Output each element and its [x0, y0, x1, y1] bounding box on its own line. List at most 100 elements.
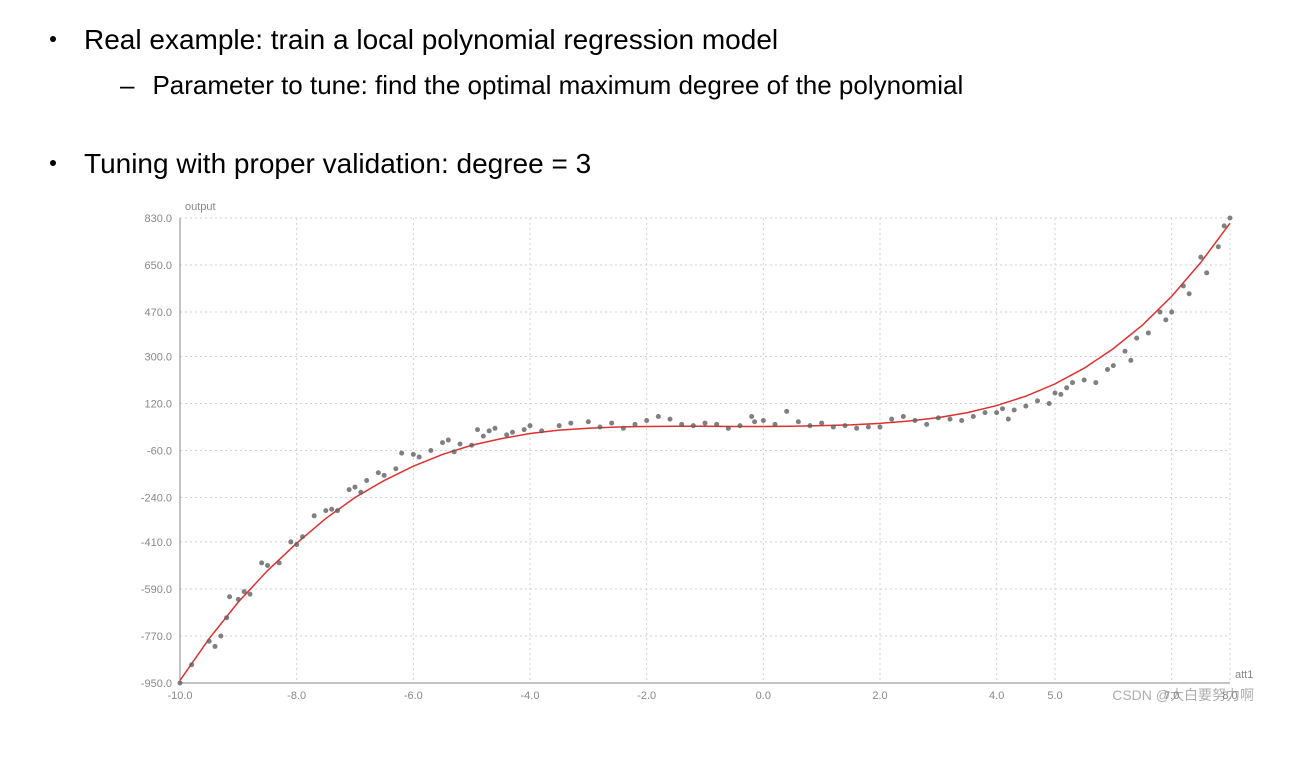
scatter-point	[1023, 403, 1028, 408]
regression-chart: outputatt1-950.0-770.0-590.0-410.0-240.0…	[110, 193, 1270, 713]
scatter-point	[539, 428, 544, 433]
ytick-label: -770.0	[141, 631, 172, 643]
ytick-label: 650.0	[144, 260, 172, 272]
scatter-point	[458, 441, 463, 446]
scatter-point	[1047, 401, 1052, 406]
scatter-point	[568, 420, 573, 425]
scatter-point	[726, 426, 731, 431]
scatter-point	[1222, 223, 1227, 228]
scatter-point	[236, 597, 241, 602]
scatter-point	[189, 662, 194, 667]
scatter-point	[300, 534, 305, 539]
scatter-point	[784, 409, 789, 414]
scatter-point	[971, 414, 976, 419]
scatter-point	[854, 426, 859, 431]
scatter-point	[866, 424, 871, 429]
fitted-curve	[180, 223, 1230, 680]
scatter-point	[487, 428, 492, 433]
ytick-label: -410.0	[141, 537, 172, 549]
x-axis-title: att1	[1235, 669, 1253, 681]
scatter-point	[668, 416, 673, 421]
scatter-point	[1035, 398, 1040, 403]
bullet-2: Tuning with proper validation: degree = …	[30, 144, 1264, 183]
ytick-label: -950.0	[141, 678, 172, 690]
scatter-point	[417, 454, 422, 459]
scatter-point	[557, 423, 562, 428]
scatter-point	[1198, 254, 1203, 259]
scatter-point	[1228, 215, 1233, 220]
scatter-point	[218, 633, 223, 638]
scatter-point	[1146, 330, 1151, 335]
scatter-point	[644, 418, 649, 423]
scatter-point	[469, 443, 474, 448]
scatter-point	[1064, 385, 1069, 390]
scatter-point	[924, 422, 929, 427]
xtick-label: 0.0	[756, 690, 771, 702]
scatter-point	[819, 420, 824, 425]
scatter-point	[248, 591, 253, 596]
scatter-point	[312, 513, 317, 518]
scatter-point	[691, 423, 696, 428]
scatter-point	[510, 429, 515, 434]
scatter-point	[399, 450, 404, 455]
scatter-point	[428, 448, 433, 453]
scatter-point	[1158, 309, 1163, 314]
scatter-point	[1187, 291, 1192, 296]
scatter-point	[983, 410, 988, 415]
scatter-point	[1105, 367, 1110, 372]
scatter-point	[843, 423, 848, 428]
scatter-point	[714, 422, 719, 427]
scatter-point	[1053, 390, 1058, 395]
scatter-point	[277, 560, 282, 565]
scatter-point	[703, 420, 708, 425]
scatter-point	[752, 419, 757, 424]
bullet-1: Real example: train a local polynomial r…	[30, 20, 1264, 59]
scatter-point	[1058, 392, 1063, 397]
sub-bullet-1: – Parameter to tune: find the optimal ma…	[120, 67, 1264, 103]
bullet-dot-icon	[50, 36, 56, 42]
scatter-point	[446, 437, 451, 442]
ytick-label: 300.0	[144, 351, 172, 363]
scatter-point	[808, 423, 813, 428]
scatter-point	[323, 508, 328, 513]
scatter-point	[761, 418, 766, 423]
scatter-point	[901, 414, 906, 419]
scatter-point	[831, 424, 836, 429]
ytick-label: 830.0	[144, 213, 172, 225]
xtick-label: -8.0	[287, 690, 306, 702]
scatter-point	[227, 594, 232, 599]
scatter-point	[440, 440, 445, 445]
scatter-point	[358, 490, 363, 495]
scatter-point	[224, 615, 229, 620]
scatter-point	[522, 427, 527, 432]
scatter-point	[376, 470, 381, 475]
xtick-label: 2.0	[872, 690, 887, 702]
scatter-point	[178, 680, 183, 685]
y-axis-title: output	[185, 201, 216, 213]
scatter-point	[773, 422, 778, 427]
xtick-label: -4.0	[521, 690, 540, 702]
xtick-label: -6.0	[404, 690, 423, 702]
scatter-point	[878, 424, 883, 429]
scatter-point	[749, 414, 754, 419]
scatter-point	[504, 432, 509, 437]
ytick-label: -240.0	[141, 492, 172, 504]
scatter-point	[259, 560, 264, 565]
scatter-point	[207, 638, 212, 643]
scatter-point	[1169, 309, 1174, 314]
scatter-point	[1111, 363, 1116, 368]
scatter-point	[481, 433, 486, 438]
scatter-point	[329, 507, 334, 512]
scatter-point	[452, 449, 457, 454]
scatter-point	[679, 422, 684, 427]
scatter-point	[609, 420, 614, 425]
scatter-point	[621, 426, 626, 431]
scatter-point	[1093, 380, 1098, 385]
xtick-label: -10.0	[167, 690, 192, 702]
scatter-point	[1204, 270, 1209, 275]
scatter-point	[242, 589, 247, 594]
scatter-point	[294, 542, 299, 547]
scatter-point	[493, 426, 498, 431]
scatter-point	[213, 644, 218, 649]
xtick-label: -2.0	[637, 690, 656, 702]
